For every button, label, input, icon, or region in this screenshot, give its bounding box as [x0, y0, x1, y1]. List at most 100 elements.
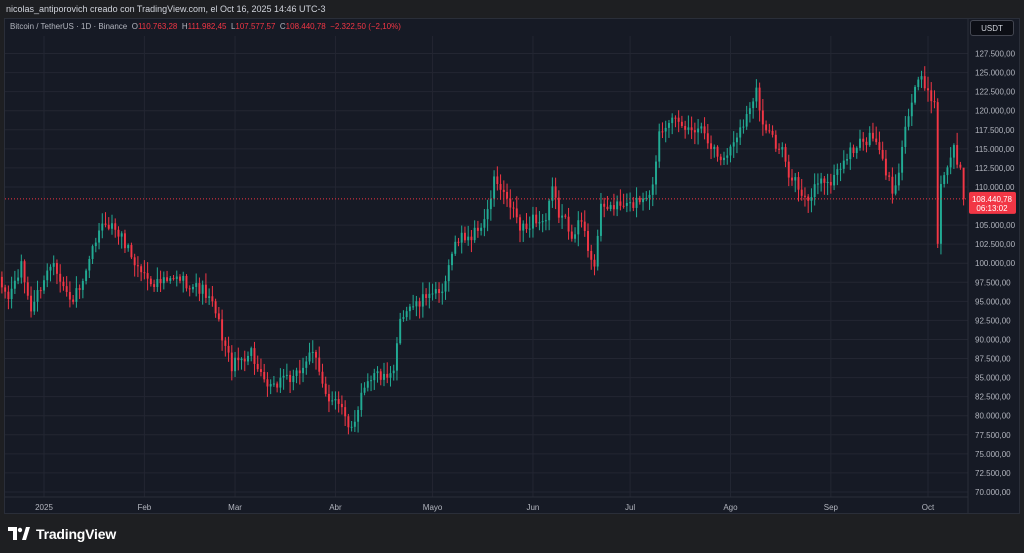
candle-body	[723, 157, 725, 161]
candle-body	[748, 108, 751, 115]
candle-body	[732, 142, 735, 147]
candle-body	[470, 236, 473, 241]
candle-body	[353, 421, 356, 427]
y-tick-label: 110.000,00	[975, 183, 1015, 192]
candle-body	[156, 278, 159, 287]
candle-body	[101, 223, 104, 231]
candle-body	[111, 223, 113, 229]
candle-body	[871, 132, 874, 139]
y-tick-label: 100.000,00	[975, 259, 1016, 268]
open-label: O	[131, 22, 138, 31]
candle-body	[188, 288, 191, 290]
candle-body	[208, 296, 211, 298]
candle-body	[528, 228, 531, 230]
candle-body	[295, 370, 298, 376]
candle-body	[836, 169, 839, 175]
candle-body	[771, 130, 774, 135]
candle-body	[904, 126, 907, 147]
x-tick-label: Jul	[625, 503, 635, 512]
candle-body	[700, 126, 703, 129]
candle-body	[162, 277, 165, 284]
y-tick-label: 125.000,00	[975, 69, 1016, 78]
candle-body	[726, 155, 729, 158]
candle-body	[561, 215, 564, 218]
y-tick-label: 85.000,00	[975, 374, 1011, 383]
candle-body	[680, 121, 683, 126]
candle-body	[509, 198, 512, 208]
candle-body	[622, 205, 625, 207]
candle-body	[266, 379, 269, 387]
candle-body	[389, 373, 392, 378]
y-tick-label: 75.000,00	[975, 450, 1011, 459]
candle-body	[567, 216, 570, 232]
candle-body	[240, 358, 243, 361]
candle-body	[888, 175, 891, 177]
candle-body	[907, 116, 910, 127]
candle-body	[143, 272, 146, 274]
candle-body	[778, 148, 781, 150]
y-tick-label: 102.500,00	[975, 240, 1016, 249]
candle-body	[159, 278, 162, 284]
ohlc-legend: Bitcoin / TetherUS · 1D · Binance O110.7…	[10, 22, 401, 31]
candle-body	[920, 76, 923, 80]
candles	[0, 66, 965, 435]
candle-body	[10, 288, 13, 300]
candle-body	[68, 291, 71, 300]
candle-body	[842, 160, 845, 169]
candle-body	[172, 278, 175, 280]
currency-button[interactable]: USDT	[970, 20, 1014, 36]
candle-body	[88, 258, 91, 271]
chart-attribution: nicolas_antiporovich creado con TradingV…	[6, 4, 326, 14]
candle-body	[645, 197, 648, 199]
candle-body	[13, 280, 16, 289]
candle-body	[833, 174, 836, 186]
candle-body	[781, 147, 784, 150]
candle-body	[506, 191, 509, 199]
candle-body	[383, 373, 385, 380]
candle-body	[55, 263, 58, 274]
x-tick-label: Abr	[329, 503, 342, 512]
candle-body	[46, 270, 49, 281]
candle-body	[739, 127, 742, 138]
candle-body	[554, 186, 557, 198]
candle-body	[33, 301, 36, 312]
symbol-label[interactable]: Bitcoin / TetherUS · 1D · Binance	[10, 22, 128, 31]
candle-body	[774, 134, 777, 149]
candle-body	[408, 306, 411, 312]
candle-body	[425, 294, 428, 299]
candle-body	[373, 373, 376, 381]
candle-body	[211, 296, 214, 302]
candle-body	[603, 203, 606, 207]
candle-body	[136, 265, 139, 267]
candle-body	[230, 352, 233, 372]
candle-body	[499, 184, 502, 190]
candle-body	[127, 245, 130, 249]
candle-body	[447, 265, 450, 282]
candle-body	[616, 201, 619, 210]
candle-body	[191, 286, 194, 290]
y-tick-label: 77.500,00	[975, 431, 1011, 440]
candle-body	[816, 183, 819, 185]
candle-body	[515, 208, 518, 218]
candle-body	[483, 219, 486, 228]
open-value: 110.763,28	[137, 22, 178, 31]
candle-body	[710, 143, 713, 149]
candle-body	[577, 220, 580, 235]
candle-body	[803, 195, 806, 197]
candle-body	[862, 138, 865, 142]
candle-body	[363, 387, 366, 393]
candle-body	[441, 291, 444, 294]
candle-body	[846, 159, 849, 161]
candle-body	[671, 117, 674, 124]
candle-body	[496, 176, 499, 185]
candle-body	[431, 293, 434, 295]
candle-body	[729, 146, 732, 156]
candle-body	[648, 194, 651, 198]
candle-body	[85, 270, 88, 282]
candle-body	[324, 383, 327, 394]
candle-body	[502, 189, 505, 192]
candle-body	[690, 127, 693, 131]
y-tick-label: 122.500,00	[975, 88, 1016, 97]
candle-body	[480, 227, 483, 231]
